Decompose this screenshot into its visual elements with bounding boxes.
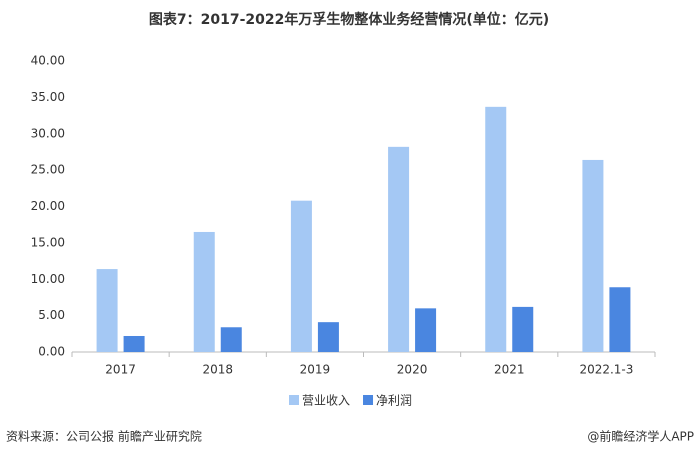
legend-label: 净利润 (376, 394, 412, 408)
y-tick-label: 15.00 (31, 235, 65, 249)
y-tick-label: 5.00 (38, 308, 65, 322)
y-tick-label: 35.00 (31, 90, 65, 104)
bar (415, 308, 437, 352)
bar (220, 327, 242, 352)
bar (193, 231, 215, 352)
bar (582, 159, 604, 352)
bar (123, 335, 145, 352)
credit: @前瞻经济学人APP (587, 429, 694, 444)
x-tick-label: 2019 (300, 363, 331, 377)
x-tick-label: 2020 (397, 363, 428, 377)
y-tick-label: 40.00 (31, 54, 65, 68)
bar (96, 269, 118, 352)
bar (317, 322, 339, 352)
x-tick-label: 2022.1-3 (579, 363, 633, 377)
source-note: 资料来源：公司公报 前瞻产业研究院 (6, 429, 202, 444)
x-tick-label: 2017 (105, 363, 136, 377)
y-tick-label: 30.00 (31, 126, 65, 140)
bar (388, 146, 410, 352)
legend-label: 营业收入 (302, 394, 350, 408)
bar (512, 306, 534, 352)
x-tick-label: 2018 (202, 363, 233, 377)
bar (485, 106, 507, 353)
x-tick-label: 2021 (494, 363, 525, 377)
legend-swatch (363, 395, 374, 405)
y-tick-label: 20.00 (31, 199, 65, 213)
chart-title: 图表7：2017-2022年万孚生物整体业务经营情况(单位：亿元) (149, 11, 549, 28)
y-tick-label: 0.00 (38, 345, 65, 359)
legend-swatch (289, 395, 299, 405)
bar (290, 200, 312, 352)
bar (609, 287, 631, 352)
y-tick-label: 25.00 (31, 163, 65, 177)
y-tick-label: 10.00 (31, 272, 65, 286)
